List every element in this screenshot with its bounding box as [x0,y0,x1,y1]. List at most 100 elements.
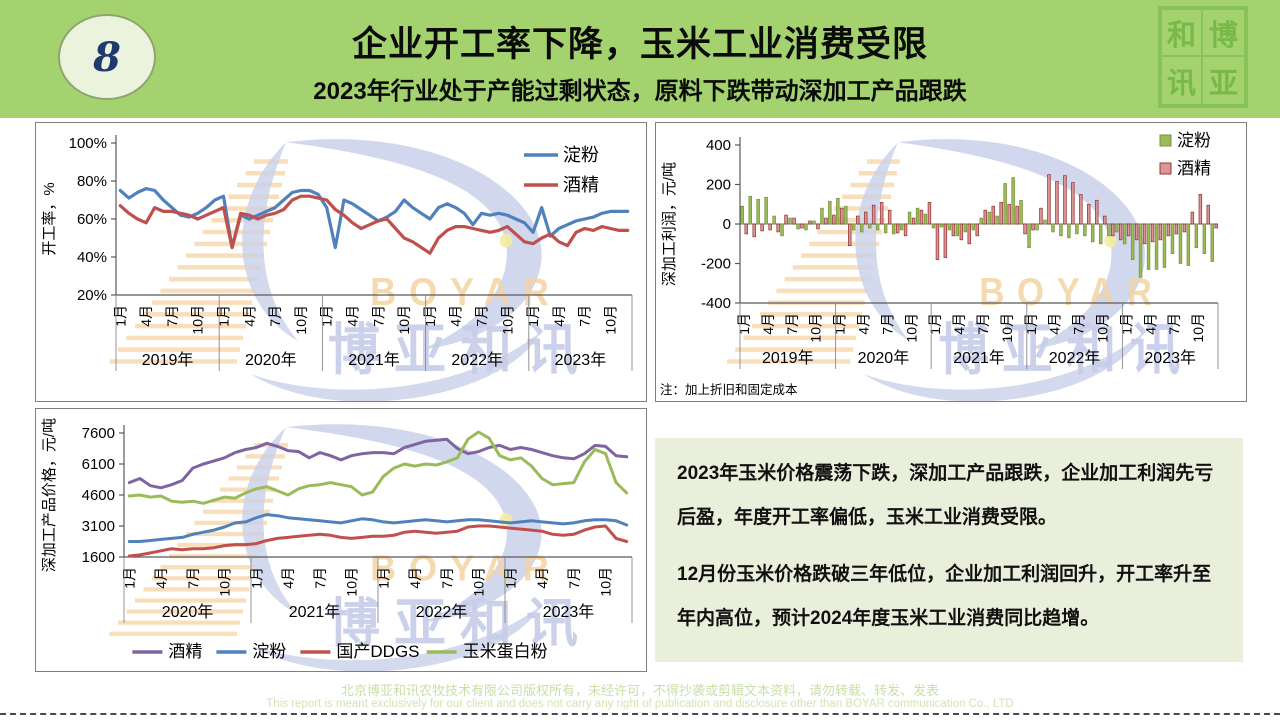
svg-text:1月: 1月 [121,567,137,589]
svg-text:2019年: 2019年 [142,351,194,369]
alcohol-price-line [127,437,629,490]
svg-text:1月: 1月 [319,305,335,327]
svg-text:2020年: 2020年 [245,351,297,369]
svg-text:4月: 4月 [1142,313,1158,335]
svg-text:1600: 1600 [82,549,115,566]
summary-text-box: 2023年玉米价格震荡下跌，深加工产品跟跌，企业加工利润先亏后盈，年度开工率偏低… [655,438,1243,662]
seal-char: 讯 [1162,57,1203,104]
svg-text:10月: 10月 [598,567,614,597]
ddgs-price-line [127,524,629,558]
y-axis-label: 深加工利润，元/吨 [661,162,678,286]
processing-profit-plot: 400 200 0 -200 -400 1月 4月 7月 10月 2019年 1月 4月 7月 10月 20… [656,123,1246,401]
svg-text:4月: 4月 [345,305,361,327]
svg-text:1月: 1月 [736,313,752,335]
svg-text:2020年: 2020年 [162,603,214,621]
svg-text:60%: 60% [77,211,107,228]
svg-text:1月: 1月 [525,305,541,327]
svg-text:1月: 1月 [1023,313,1039,335]
svg-text:4月: 4月 [551,305,567,327]
svg-text:7月: 7月 [439,567,455,589]
svg-text:7月: 7月 [577,305,593,327]
summary-paragraph: 2023年玉米价格震荡下跌，深加工产品跟跌，企业加工利润先亏后盈，年度开工率偏低… [677,463,1214,528]
svg-text:2021年: 2021年 [953,349,1005,367]
legend-item: 玉米蛋白粉 [426,642,548,661]
svg-text:1月: 1月 [112,305,128,327]
svg-text:国产DDGS: 国产DDGS [336,642,419,661]
svg-text:10月: 10月 [903,313,919,343]
footer-copyright-cn: 北京博亚和讯农牧技术有限公司版权所有，未经许可，不得抄袭或剪辑文本资料，请勿转载… [340,683,939,698]
legend-item: 国产DDGS [300,642,420,661]
legend-item: 酒精 [524,175,599,195]
operating-rate-plot: 100% 80% 60% 40% 20% 1月 4月 7月 10月 2019年 1月 4月 7月 10月 2… [36,123,646,401]
processing_profit-svg: 400 200 0 -200 -400 1月 4月 7月 10月 2019年 1月 4月 7月 10月 20… [661,131,1219,369]
legend-item: 酒精 [1159,159,1211,178]
svg-text:4月: 4月 [138,305,154,327]
svg-text:7月: 7月 [784,313,800,335]
svg-text:2023年: 2023年 [1144,349,1196,367]
legend-swatch [1159,134,1172,147]
seal-char: 和 [1162,10,1203,57]
svg-text:10月: 10月 [190,305,206,335]
legend-item: 淀粉 [216,642,286,661]
svg-text:10月: 10月 [344,567,360,597]
svg-text:7月: 7月 [879,313,895,335]
product-price-chart: BOYAR 博亚和讯 7600 6100 4600 3100 1600 1月 4月 7月 10月… [35,408,647,672]
svg-text:4月: 4月 [280,567,296,589]
svg-text:0: 0 [723,216,731,233]
svg-text:3100: 3100 [82,518,115,535]
legend-item: 淀粉 [524,145,599,165]
svg-text:10月: 10月 [499,305,515,335]
svg-text:淀粉: 淀粉 [252,642,286,661]
svg-text:2021年: 2021年 [348,351,400,369]
svg-text:-400: -400 [701,295,731,312]
svg-text:20%: 20% [77,287,107,304]
svg-text:80%: 80% [77,173,107,190]
legend-item: 淀粉 [1159,131,1211,150]
svg-text:4月: 4月 [1047,313,1063,335]
svg-text:7月: 7月 [1071,313,1087,335]
svg-text:10月: 10月 [1190,313,1206,343]
seal-char: 博 [1203,10,1244,57]
legend-swatch [1159,162,1172,175]
svg-text:2021年: 2021年 [289,603,341,621]
svg-text:2022年: 2022年 [1049,349,1101,367]
legend-item: 酒精 [132,642,202,661]
svg-text:200: 200 [706,177,731,194]
svg-text:400: 400 [706,137,731,154]
svg-text:10月: 10月 [603,305,619,335]
svg-text:1月: 1月 [216,305,232,327]
processing-profit-chart: BOYAR 博亚和讯 400 200 0 -200 -400 1月 4月 7月 10月 2019年… [655,122,1247,402]
svg-text:40%: 40% [77,249,107,266]
footer-dashed-divider [0,713,1280,715]
svg-text:4月: 4月 [951,313,967,335]
page-subtitle: 2023年行业处于产能过剩状态，原料下跌带动深加工产品跟跌 [313,78,967,105]
svg-text:1月: 1月 [832,313,848,335]
svg-text:4月: 4月 [534,567,550,589]
svg-text:7月: 7月 [185,567,201,589]
svg-text:4月: 4月 [407,567,423,589]
slide-header: 8 企业开工率下降，玉米工业消费受限 2023年行业处于产能过剩状态，原料下跌带… [0,0,1280,118]
svg-text:淀粉: 淀粉 [563,145,599,165]
svg-text:2023年: 2023年 [543,603,595,621]
svg-text:4月: 4月 [153,567,169,589]
svg-text:7600: 7600 [82,425,115,442]
svg-text:2022年: 2022年 [416,603,468,621]
y-axis-label: 深加工产品价格，元/吨 [41,418,58,572]
svg-text:6100: 6100 [82,456,115,473]
seal-char: 亚 [1208,67,1238,100]
operating_rate-svg: 100% 80% 60% 40% 20% 1月 4月 7月 10月 2019年 1月 4月 7月 10月 2… [41,135,633,371]
profit-chart-note: 注：加上折旧和固定成本 [660,383,798,397]
svg-text:7月: 7月 [267,305,283,327]
svg-text:2023年: 2023年 [555,351,607,369]
svg-text:2022年: 2022年 [451,351,503,369]
svg-text:4月: 4月 [760,313,776,335]
svg-text:2020年: 2020年 [858,349,910,367]
svg-text:4月: 4月 [856,313,872,335]
svg-text:-200: -200 [701,256,731,273]
summary-paragraph: 12月份玉米价格跌破三年低位，企业加工利润回升，开工率升至年内高位，预计2024… [677,564,1212,630]
svg-text:酒精: 酒精 [563,175,599,195]
page-title: 企业开工率下降，玉米工业消费受限 [351,25,928,64]
svg-text:100%: 100% [69,135,107,152]
